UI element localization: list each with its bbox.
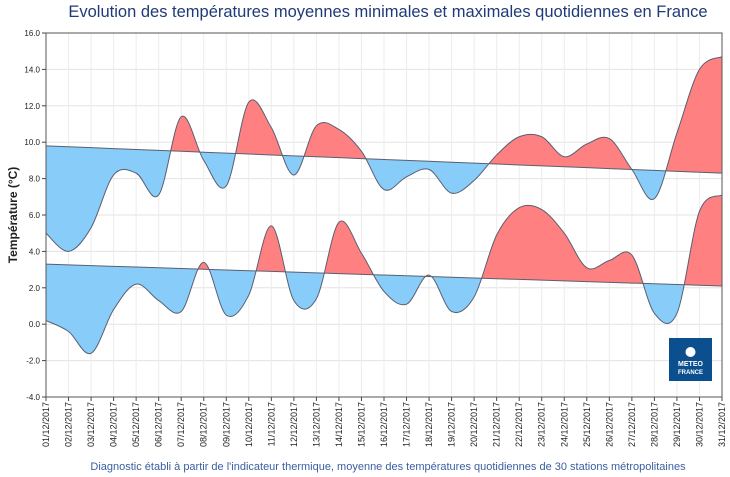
x-tick-label: 23/12/2017 [537,402,547,447]
temperature-line [45,194,723,355]
normal-line [45,145,723,174]
x-tick-label: 07/12/2017 [176,402,186,447]
y-axis-label: Température (°C) [6,167,20,264]
x-tick-label: 15/12/2017 [356,402,366,447]
x-tick-label: 28/12/2017 [649,402,659,447]
x-tick-label: 27/12/2017 [627,402,637,447]
x-tick-label: 31/12/2017 [717,402,727,447]
y-tick-label: 4.0 [29,247,41,256]
x-tick-label: 22/12/2017 [514,402,524,447]
logo-text: METEO [678,361,703,368]
x-tick-label: 18/12/2017 [424,402,434,447]
x-tick-label: 10/12/2017 [244,402,254,447]
x-tick-label: 24/12/2017 [559,402,569,447]
x-tick-label: 30/12/2017 [694,402,704,447]
x-tick-label: 11/12/2017 [266,402,276,446]
x-tick-label: 01/12/2017 [41,402,51,447]
x-tick-label: 16/12/2017 [379,402,389,447]
y-tick-label: 16.0 [24,29,40,38]
y-tick-label: 8.0 [29,175,41,184]
y-tick-label: 10.0 [24,138,40,147]
footnote: Diagnostic établi à partir de l'indicate… [90,461,686,473]
x-tick-label: 29/12/2017 [672,402,682,447]
y-tick-label: 2.0 [29,284,41,293]
x-tick-label: 03/12/2017 [86,402,96,447]
x-tick-label: 13/12/2017 [311,402,321,447]
chart-title: Evolution des températures moyennes mini… [68,3,707,21]
x-tick-label: 19/12/2017 [447,402,457,447]
area-above-normal [46,194,722,286]
y-tick-label: 12.0 [24,102,40,111]
x-tick-label: 09/12/2017 [221,402,231,447]
y-tick-label: 6.0 [29,211,41,220]
x-tick-label: 06/12/2017 [154,402,164,447]
plot-border [45,32,723,398]
normal-line [45,263,723,287]
y-tick-label: 14.0 [24,65,40,74]
x-tick-label: 20/12/2017 [469,402,479,447]
logo-icon [685,347,696,357]
x-tick-label: 21/12/2017 [492,402,502,447]
x-tick-label: 14/12/2017 [334,402,344,447]
x-tick-label: 12/12/2017 [289,402,299,447]
y-tick-label: -2.0 [26,357,40,366]
x-tick-label: 04/12/2017 [109,402,119,447]
y-tick-label: 0.0 [29,320,41,329]
x-tick-label: 08/12/2017 [199,402,209,447]
y-tick-label: -4.0 [26,393,40,402]
logo-text: FRANCE [678,370,703,376]
x-tick-label: 02/12/2017 [64,402,74,447]
logo: METEO FRANCE [669,338,712,381]
x-tick-label: 26/12/2017 [604,402,614,447]
x-tick-label: 25/12/2017 [582,402,592,447]
x-tick-label: 17/12/2017 [402,402,412,447]
x-tick-label: 05/12/2017 [131,402,141,447]
logo-box [669,338,712,381]
temperature-line [45,56,723,252]
area-above-normal [46,56,722,174]
